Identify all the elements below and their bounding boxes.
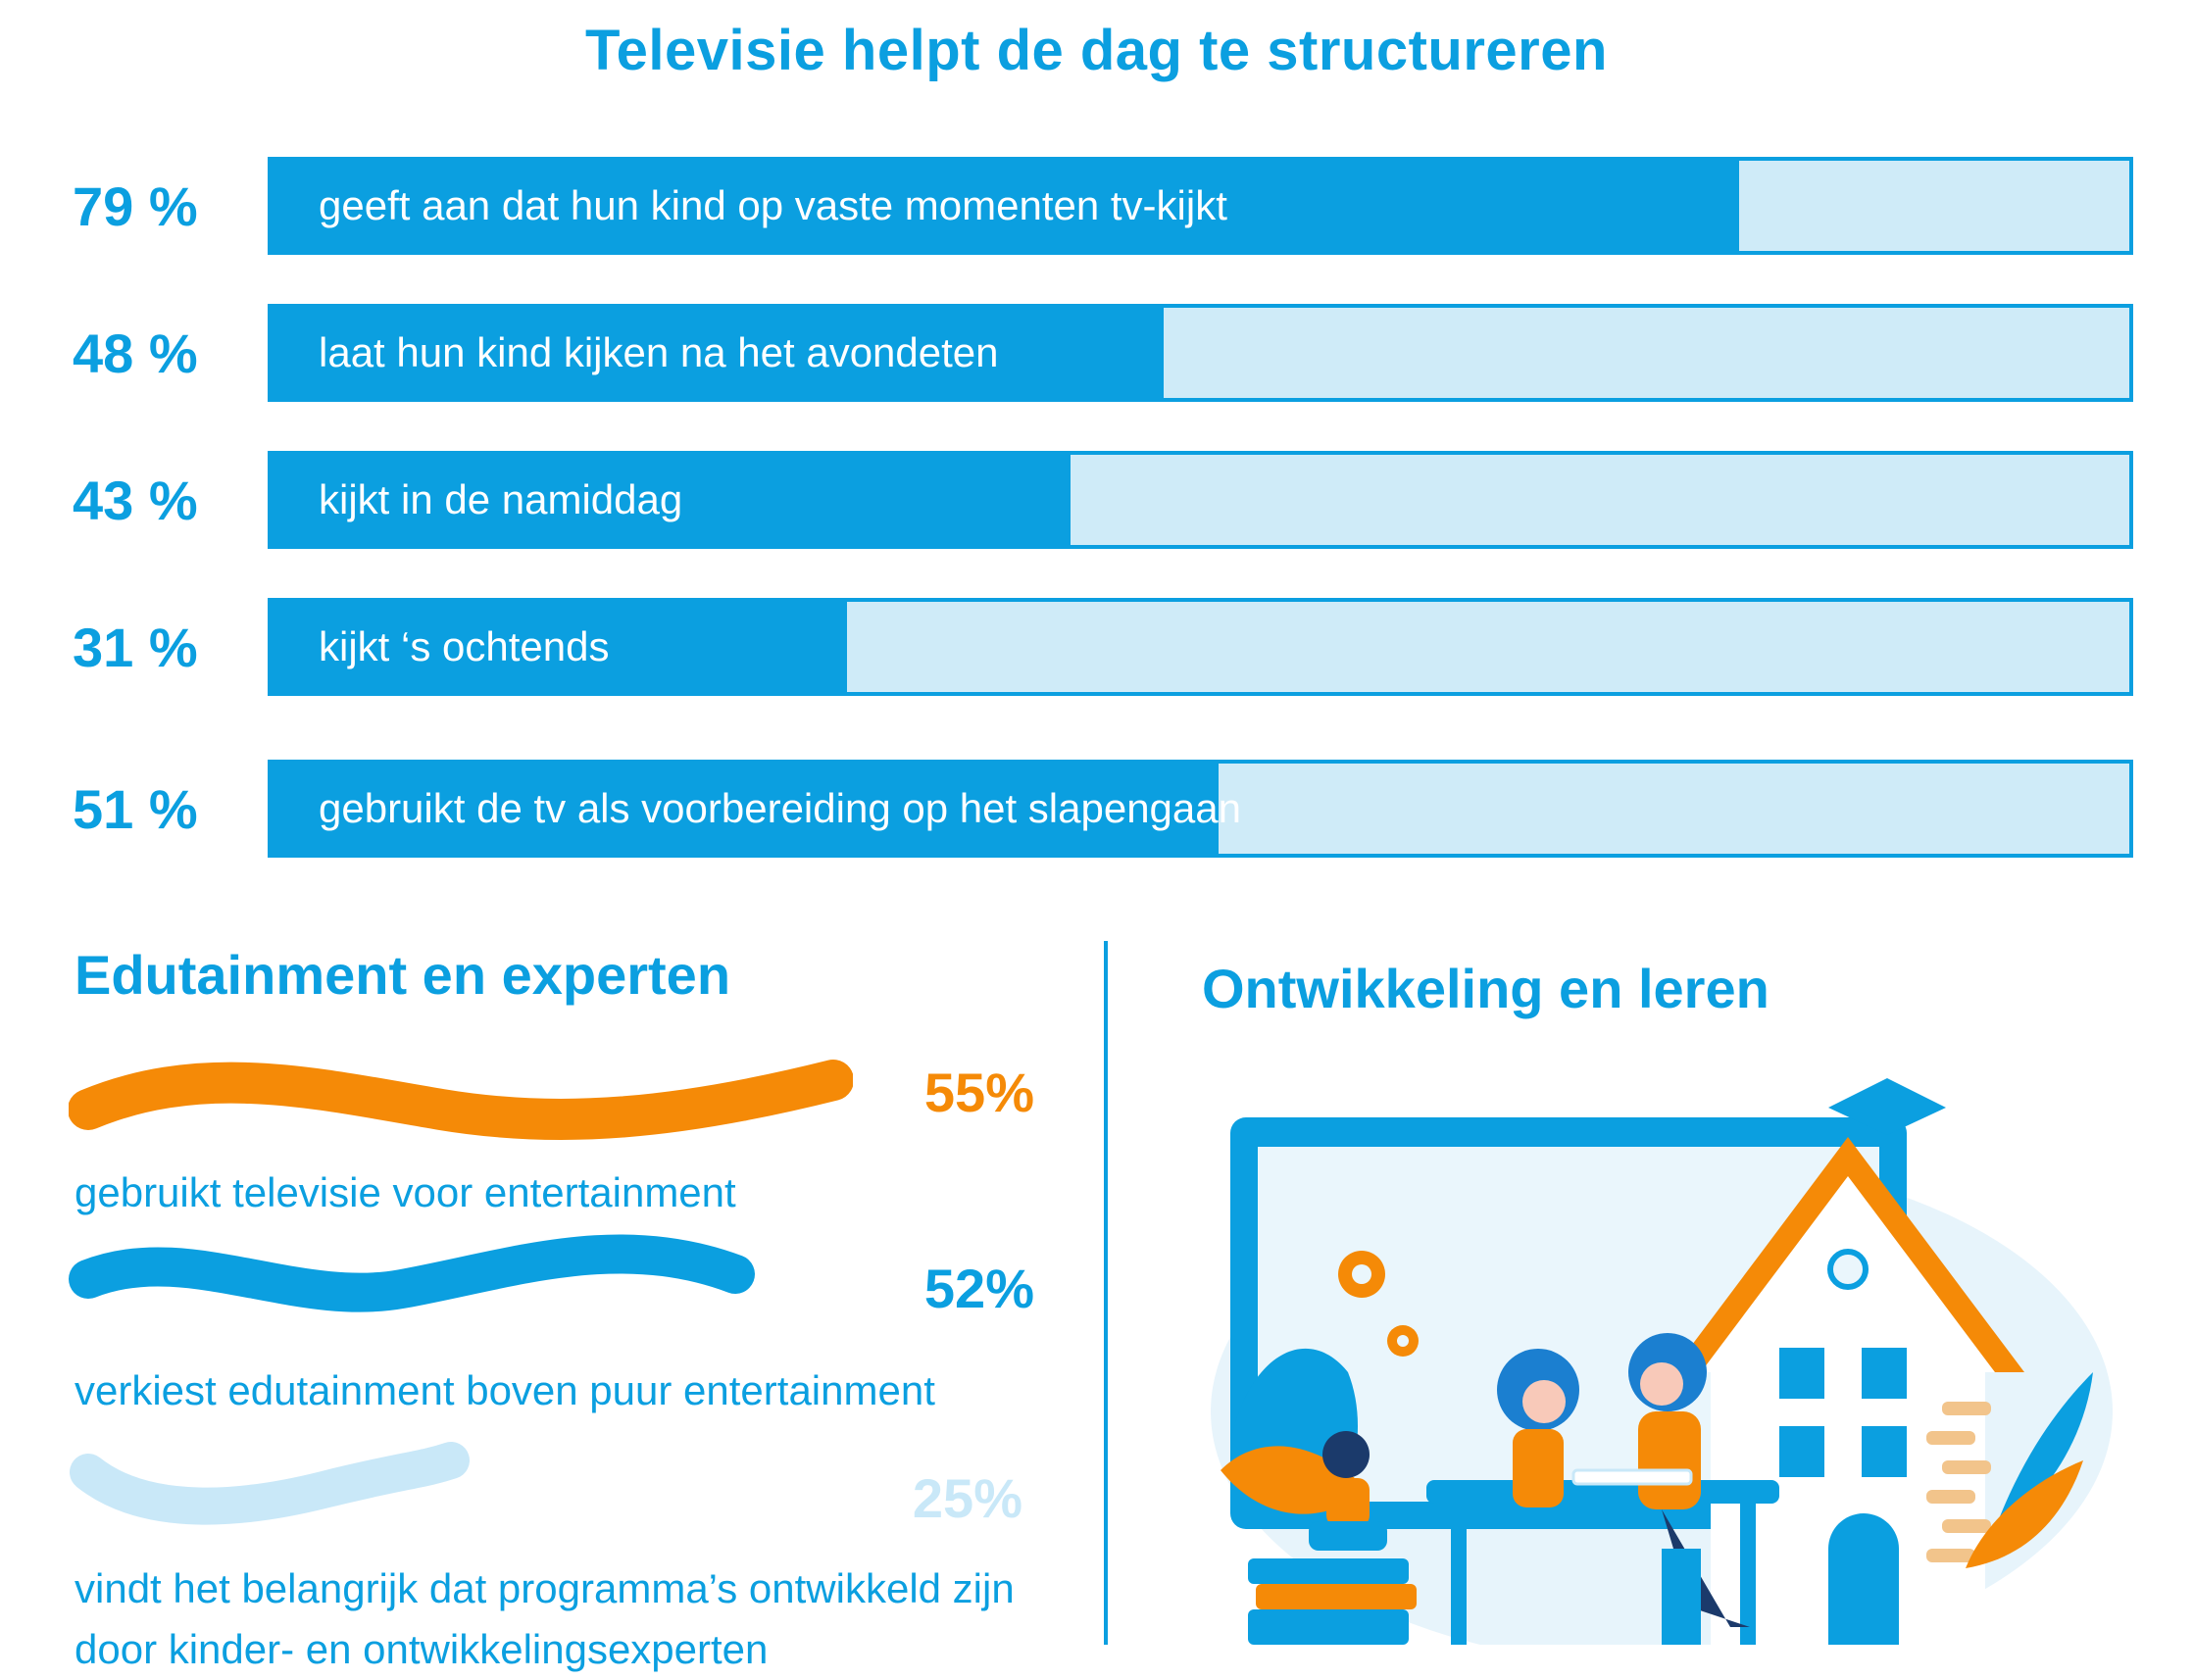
stat-experts: 25% bbox=[912, 1467, 1022, 1529]
page-title: Televisie helpt de dag te structureren bbox=[585, 19, 1608, 82]
bar-value-label: 51 % bbox=[73, 778, 198, 840]
section-divider bbox=[1104, 941, 1108, 1645]
wave-experts bbox=[70, 1442, 470, 1525]
bar-value-label: 48 % bbox=[73, 322, 198, 384]
desc-entertainment: gebruikt televisie voor entertainment bbox=[75, 1169, 736, 1215]
bar-fill bbox=[272, 161, 1739, 251]
bar-value-label: 79 % bbox=[73, 175, 198, 237]
desc-experts: vindt het belangrijk dat programma’s ont… bbox=[75, 1565, 1015, 1672]
learning-title: Ontwikkeling en leren bbox=[1202, 958, 1769, 1019]
desc-edutainment: verkiest edutainment boven puur entertai… bbox=[75, 1367, 935, 1413]
bar-category-label: gebruikt de tv als voorbereiding op het … bbox=[319, 785, 1241, 831]
stat-entertainment: 55% bbox=[923, 1062, 1034, 1123]
bar-category-label: kijkt in de namiddag bbox=[319, 476, 683, 522]
stat-edutainment: 52% bbox=[923, 1258, 1034, 1319]
house-family-study-icon bbox=[1211, 1078, 2113, 1645]
wave-edutainment bbox=[69, 1234, 755, 1312]
bar-category-label: kijkt ‘s ochtends bbox=[319, 623, 610, 669]
bar-fill bbox=[272, 602, 847, 692]
bar-value-label: 43 % bbox=[73, 469, 198, 531]
bar-value-label: 31 % bbox=[73, 617, 198, 678]
bar-fill bbox=[272, 308, 1164, 398]
bar-category-label: geeft aan dat hun kind op vaste momenten… bbox=[319, 182, 1227, 228]
bar-track: laat hun kind kijken na het avondeten bbox=[268, 304, 2133, 402]
bar-fill bbox=[272, 455, 1071, 545]
edutainment-title: Edutainment en experten bbox=[75, 944, 731, 1006]
bar-track: gebruikt de tv als voorbereiding op het … bbox=[268, 760, 2133, 858]
bar-track: kijkt ‘s ochtends bbox=[268, 598, 2133, 696]
bar-fill bbox=[272, 764, 1219, 854]
bar-track: geeft aan dat hun kind op vaste momenten… bbox=[268, 157, 2133, 255]
bar-track: kijkt in de namiddag bbox=[268, 451, 2133, 549]
wave-entertainment bbox=[69, 1060, 853, 1140]
bar-category-label: laat hun kind kijken na het avondeten bbox=[319, 329, 999, 375]
